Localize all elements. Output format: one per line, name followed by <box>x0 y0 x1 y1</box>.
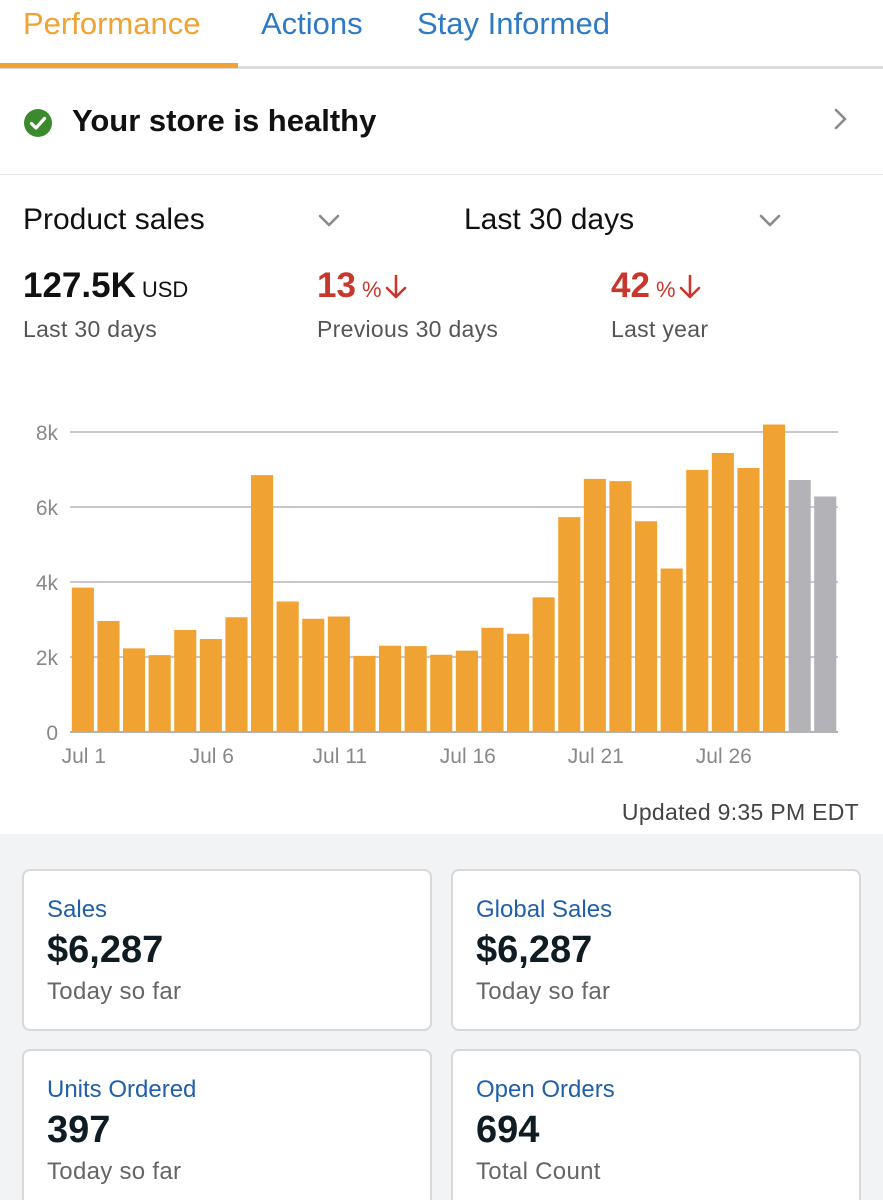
tab-performance[interactable]: Performance <box>23 6 201 41</box>
bar <box>379 645 402 732</box>
metric-unit: % <box>655 277 676 302</box>
sales-bar-chart: 0 2k 4k 6k 8k Jul 1 Jul 6 Jul 11 Jul 16 Jul 21 Jul… <box>0 400 883 780</box>
bar <box>430 654 453 732</box>
bar <box>455 650 478 732</box>
bar <box>71 587 94 732</box>
card-subtitle: Today so far <box>47 1158 182 1185</box>
metric-change-previous-period: Previous 30 days <box>317 316 499 342</box>
card-subtitle: Today so far <box>47 978 182 1005</box>
bar <box>737 468 760 732</box>
bar <box>276 601 299 732</box>
bar <box>507 633 530 732</box>
x-tick-label: Jul 6 <box>190 745 234 768</box>
y-tick-label: 2k <box>36 647 59 670</box>
check-circle-icon <box>24 109 52 137</box>
bar <box>558 517 581 732</box>
chevron-down-icon <box>759 214 781 227</box>
metric-unit: % <box>361 277 382 302</box>
arrow-down-icon <box>385 274 406 299</box>
bar <box>686 469 709 732</box>
x-tick-label: Jul 11 <box>313 745 367 768</box>
tab-bar: Performance Actions Stay Informed <box>0 0 883 69</box>
x-tick-label: Jul 1 <box>62 745 106 768</box>
bar <box>251 475 274 732</box>
metric-change-last-year-value: 42% <box>611 264 708 312</box>
summary-cards: Sales $6,287 Today so far Global Sales $… <box>0 834 883 1200</box>
bar <box>609 481 632 732</box>
bar <box>635 521 658 732</box>
sales-chart-canvas: 0 2k 4k 6k 8k Jul 1 Jul 6 Jul 11 Jul 16 Jul 21 Jul… <box>36 422 838 768</box>
y-tick-label: 4k <box>36 572 59 595</box>
x-tick-label: Jul 26 <box>696 745 752 768</box>
card-value: 397 <box>47 1109 111 1151</box>
bar <box>148 655 171 732</box>
chevron-right-icon <box>834 108 847 130</box>
x-tick-label: Jul 16 <box>440 745 496 768</box>
card-open-orders[interactable]: Open Orders 694 Total Count <box>451 1049 861 1200</box>
metric-total-sales-value: 127.5K USD <box>23 264 188 312</box>
y-tick-label: 0 <box>46 722 58 745</box>
bar <box>199 639 222 732</box>
period-selector[interactable]: Last 30 days <box>464 198 784 242</box>
metric-change-last-year-period: Last year <box>611 316 709 342</box>
card-value: 694 <box>476 1109 540 1151</box>
metric-selector[interactable]: Product sales <box>23 198 343 242</box>
metric-total-sales: 127.5K USD Last 30 days <box>23 264 188 344</box>
bar <box>327 616 350 732</box>
card-label: Global Sales <box>476 896 613 923</box>
updated-timestamp: Updated 9:35 PM EDT <box>621 799 859 825</box>
bar <box>123 648 146 732</box>
bar <box>763 424 786 732</box>
metric-unit: USD <box>141 277 189 302</box>
x-tick-label: Jul 21 <box>568 745 624 768</box>
card-subtitle: Today so far <box>476 978 611 1005</box>
card-value: $6,287 <box>476 929 593 971</box>
period-selector-value: Last 30 days <box>464 203 635 236</box>
card-units-ordered[interactable]: Units Ordered 397 Today so far <box>22 1049 432 1200</box>
arrow-down-icon <box>679 274 700 299</box>
card-label: Sales <box>47 896 108 923</box>
bar <box>404 646 427 732</box>
card-label: Units Ordered <box>47 1076 197 1103</box>
metric-selector-value: Product sales <box>23 203 205 236</box>
metric-change-previous: 13% Previous 30 days <box>317 264 498 344</box>
card-global-sales[interactable]: Global Sales $6,287 Today so far <box>451 869 861 1031</box>
card-subtitle: Total Count <box>476 1158 601 1185</box>
bar <box>481 627 504 732</box>
tab-stay-informed[interactable]: Stay Informed <box>417 6 610 41</box>
metric-change-last-year: 42% Last year <box>611 264 708 344</box>
card-label: Open Orders <box>476 1076 615 1103</box>
card-sales[interactable]: Sales $6,287 Today so far <box>22 869 432 1031</box>
y-tick-label: 6k <box>36 497 59 520</box>
card-value: $6,287 <box>47 929 164 971</box>
bar <box>660 568 683 732</box>
metric-value: 127.5K <box>23 266 136 305</box>
active-tab-indicator <box>0 63 238 68</box>
bar <box>353 655 376 732</box>
chevron-down-icon <box>318 214 340 227</box>
bar <box>225 617 248 732</box>
bar <box>532 597 555 732</box>
bar-projected <box>788 480 811 732</box>
bar <box>711 453 734 732</box>
metric-total-sales-period: Last 30 days <box>23 316 158 342</box>
metric-value: 42 <box>611 266 650 305</box>
metric-value: 13 <box>317 266 356 305</box>
tab-actions[interactable]: Actions <box>261 6 363 41</box>
bar-projected <box>814 496 837 732</box>
bar <box>302 618 325 732</box>
store-health-row[interactable]: Your store is healthy <box>0 69 883 175</box>
bar <box>97 621 120 732</box>
bar <box>583 478 606 732</box>
store-health-status: Your store is healthy <box>72 103 377 138</box>
y-tick-label: 8k <box>36 422 59 445</box>
bar <box>174 630 197 732</box>
metric-change-previous-value: 13% <box>317 264 498 312</box>
